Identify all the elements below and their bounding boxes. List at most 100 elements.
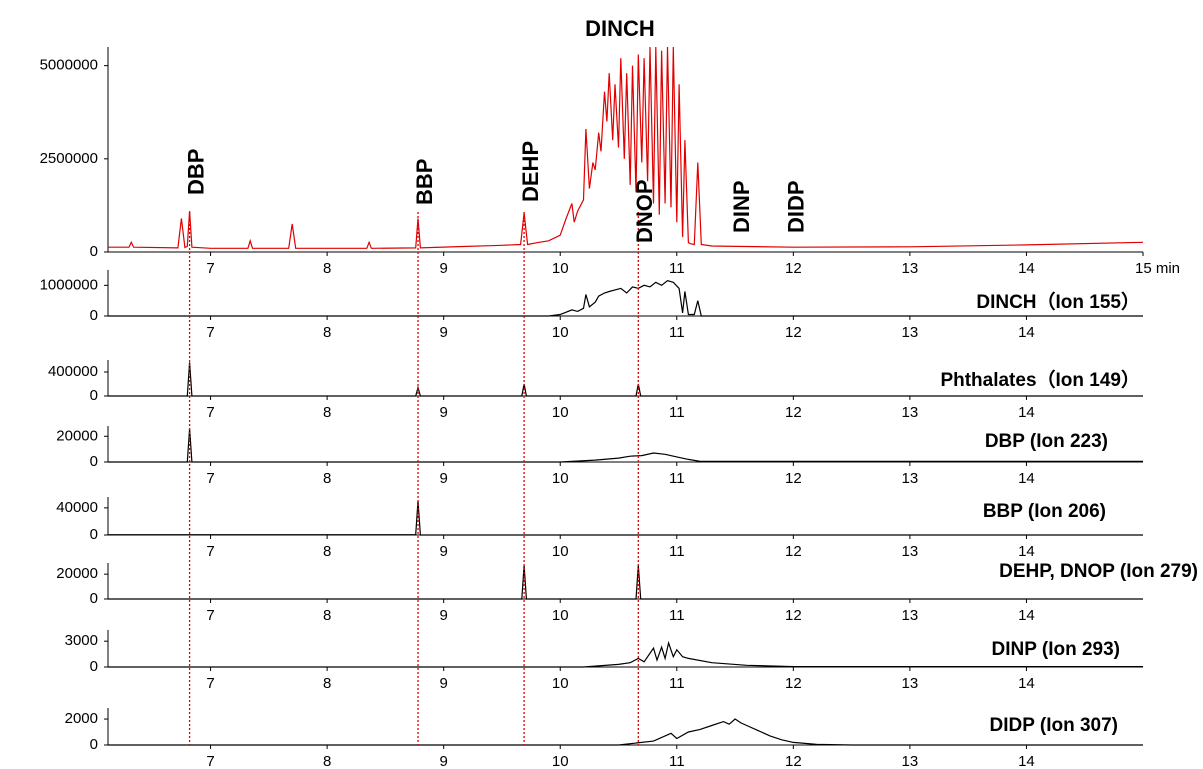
x-tick-label: 8 <box>323 324 331 341</box>
y-tick-label: 0 <box>90 736 98 753</box>
x-tick-label: 12 <box>785 543 802 560</box>
x-tick-label: 9 <box>440 260 448 277</box>
x-tick-label: 8 <box>323 675 331 692</box>
panel-label: DBP (Ion 223) <box>985 431 1108 452</box>
data-line <box>108 46 1144 249</box>
x-tick-label: 12 <box>785 675 802 692</box>
y-tick-label: 400000 <box>48 363 98 380</box>
x-tick-label: 14 <box>1018 324 1035 341</box>
x-tick-label: 15 min <box>1135 260 1180 277</box>
x-tick-label: 10 <box>552 543 569 560</box>
x-tick-label: 11 <box>669 543 685 560</box>
x-tick-label: 13 <box>902 543 919 560</box>
x-tick-label: 9 <box>440 607 448 624</box>
x-tick-label: 7 <box>206 607 214 624</box>
y-tick-label: 40000 <box>56 499 98 516</box>
x-tick-label: 13 <box>902 675 919 692</box>
x-tick-label: 12 <box>785 404 802 421</box>
x-tick-label: 14 <box>1018 543 1035 560</box>
peak-label: BBP <box>412 159 437 205</box>
x-tick-label: 12 <box>785 324 802 341</box>
peak-label: DBP <box>183 149 208 195</box>
x-tick-label: 11 <box>669 753 685 769</box>
x-tick-label: 10 <box>552 675 569 692</box>
peak-label: DIDP <box>784 180 809 233</box>
panel-label: DINCH（Ion 155） <box>976 290 1140 313</box>
peak-label: DEHP <box>518 141 543 202</box>
data-line <box>108 280 1143 317</box>
x-tick-label: 10 <box>552 324 569 341</box>
x-tick-label: 11 <box>669 607 685 624</box>
panel-label: DEHP, DNOP (Ion 279) <box>999 561 1198 582</box>
x-tick-label: 12 <box>785 607 802 624</box>
x-tick-label: 10 <box>552 470 569 487</box>
x-tick-label: 9 <box>440 675 448 692</box>
x-tick-label: 11 <box>669 675 685 692</box>
x-tick-label: 12 <box>785 753 802 769</box>
x-tick-label: 7 <box>206 324 214 341</box>
y-tick-label: 0 <box>90 590 98 607</box>
x-tick-label: 7 <box>206 543 214 560</box>
x-tick-label: 14 <box>1018 675 1035 692</box>
panel-label: DINP (Ion 293) <box>992 639 1120 660</box>
x-tick-label: 8 <box>323 260 331 277</box>
x-tick-label: 10 <box>552 260 569 277</box>
x-tick-label: 13 <box>902 607 919 624</box>
x-tick-label: 7 <box>206 470 214 487</box>
x-tick-label: 11 <box>669 324 685 341</box>
y-tick-label: 0 <box>90 453 98 470</box>
y-tick-label: 2000 <box>65 710 98 727</box>
x-tick-label: 11 <box>669 404 685 421</box>
x-tick-label: 8 <box>323 753 331 769</box>
x-tick-label: 13 <box>902 470 919 487</box>
y-tick-label: 0 <box>90 243 98 260</box>
y-tick-label: 1000000 <box>40 276 98 293</box>
x-tick-label: 10 <box>552 753 569 769</box>
y-tick-label: 5000000 <box>40 57 98 74</box>
y-tick-label: 3000 <box>65 632 98 649</box>
data-line <box>108 640 1143 668</box>
x-tick-label: 11 <box>669 260 685 277</box>
x-tick-label: 10 <box>552 607 569 624</box>
chart-title: DINCH <box>585 16 655 41</box>
peak-label: DINP <box>729 180 754 233</box>
y-tick-label: 0 <box>90 526 98 543</box>
x-tick-label: 7 <box>206 260 214 277</box>
y-tick-label: 20000 <box>56 565 98 582</box>
x-tick-label: 8 <box>323 404 331 421</box>
x-tick-label: 12 <box>785 260 802 277</box>
data-line <box>108 718 1143 746</box>
y-tick-label: 0 <box>90 658 98 675</box>
x-tick-label: 13 <box>902 404 919 421</box>
x-tick-label: 13 <box>902 324 919 341</box>
x-tick-label: 9 <box>440 470 448 487</box>
y-tick-label: 2500000 <box>40 150 98 167</box>
x-tick-label: 11 <box>669 470 685 487</box>
x-tick-label: 9 <box>440 543 448 560</box>
x-tick-label: 9 <box>440 404 448 421</box>
x-tick-label: 8 <box>323 470 331 487</box>
x-tick-label: 8 <box>323 607 331 624</box>
panel-label: Phthalates（Ion 149） <box>940 368 1140 391</box>
x-tick-label: 7 <box>206 753 214 769</box>
x-tick-label: 7 <box>206 675 214 692</box>
x-tick-label: 8 <box>323 543 331 560</box>
peak-label: DNOP <box>632 179 657 243</box>
x-tick-label: 9 <box>440 753 448 769</box>
x-tick-label: 13 <box>902 260 919 277</box>
x-tick-label: 14 <box>1018 260 1035 277</box>
x-tick-label: 14 <box>1018 404 1035 421</box>
x-tick-label: 10 <box>552 404 569 421</box>
data-line <box>108 565 1143 600</box>
x-tick-label: 12 <box>785 470 802 487</box>
data-line <box>108 428 1143 463</box>
x-tick-label: 7 <box>206 404 214 421</box>
x-tick-label: 13 <box>902 753 919 769</box>
panel-label: DIDP (Ion 307) <box>990 715 1118 736</box>
x-tick-label: 14 <box>1018 470 1035 487</box>
y-tick-label: 0 <box>90 387 98 404</box>
panel-label: BBP (Ion 206) <box>983 501 1106 522</box>
y-tick-label: 20000 <box>56 427 98 444</box>
x-tick-label: 14 <box>1018 607 1035 624</box>
